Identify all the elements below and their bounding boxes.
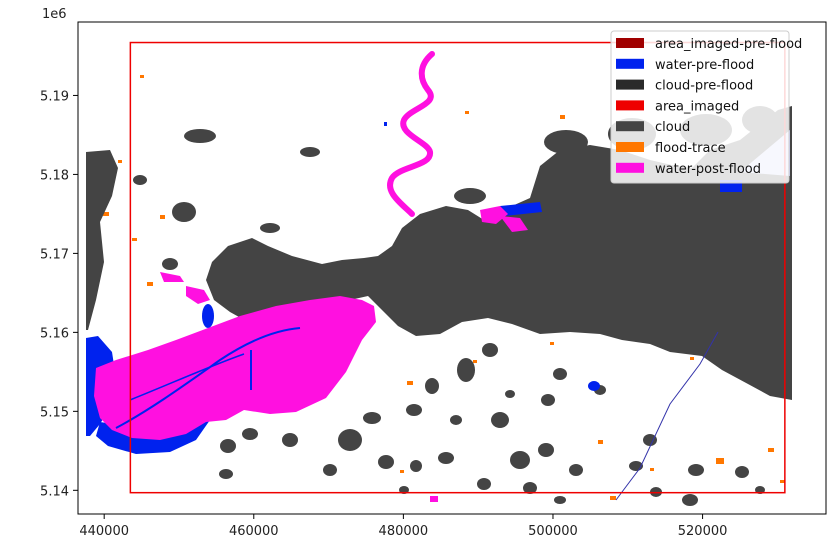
y-tick-label: 5.17 [40, 247, 69, 262]
legend-swatch [616, 121, 644, 132]
x-tick-label: 480000 [379, 524, 429, 539]
flood-trace-layer [103, 75, 785, 500]
y-axis: 5.14 5.15 5.16 5.17 5.18 5.19 [40, 89, 78, 499]
legend-label: cloud [655, 120, 690, 135]
y-tick-label: 5.16 [40, 326, 69, 341]
legend-swatch [616, 142, 644, 152]
y-tick-label: 5.15 [40, 405, 69, 420]
y-tick-label: 5.14 [40, 484, 69, 499]
road-line [615, 331, 719, 501]
axes-frame [77, 21, 827, 515]
y-tick-label: 5.19 [40, 89, 69, 104]
legend: area_imaged-pre-flood water-pre-flood clou… [610, 30, 802, 184]
legend-box [610, 30, 790, 184]
x-tick-label: 440000 [79, 524, 129, 539]
x-axis: 440000 460000 480000 500000 520000 [79, 514, 727, 539]
x-tick-label: 460000 [229, 524, 279, 539]
legend-swatch [616, 100, 644, 111]
legend-swatch [616, 79, 644, 90]
x-tick-label: 520000 [678, 524, 728, 539]
legend-label: water-pre-flood [655, 58, 754, 73]
water-post-flood-layer [94, 51, 528, 502]
legend-label: water-post-flood [655, 162, 761, 177]
x-tick-label: 500000 [528, 524, 578, 539]
legend-label: area_imaged-pre-flood [655, 37, 802, 52]
y-tick-label: 5.18 [40, 168, 69, 183]
legend-swatch [616, 58, 644, 69]
legend-label: cloud-pre-flood [655, 79, 753, 94]
axis-offset-label: 1e6 [42, 7, 67, 22]
area-imaged-outline [129, 41, 786, 494]
legend-swatch [616, 38, 644, 48]
legend-swatch [616, 162, 644, 173]
legend-label: flood-trace [655, 141, 726, 156]
legend-label: area_imaged [655, 99, 739, 114]
